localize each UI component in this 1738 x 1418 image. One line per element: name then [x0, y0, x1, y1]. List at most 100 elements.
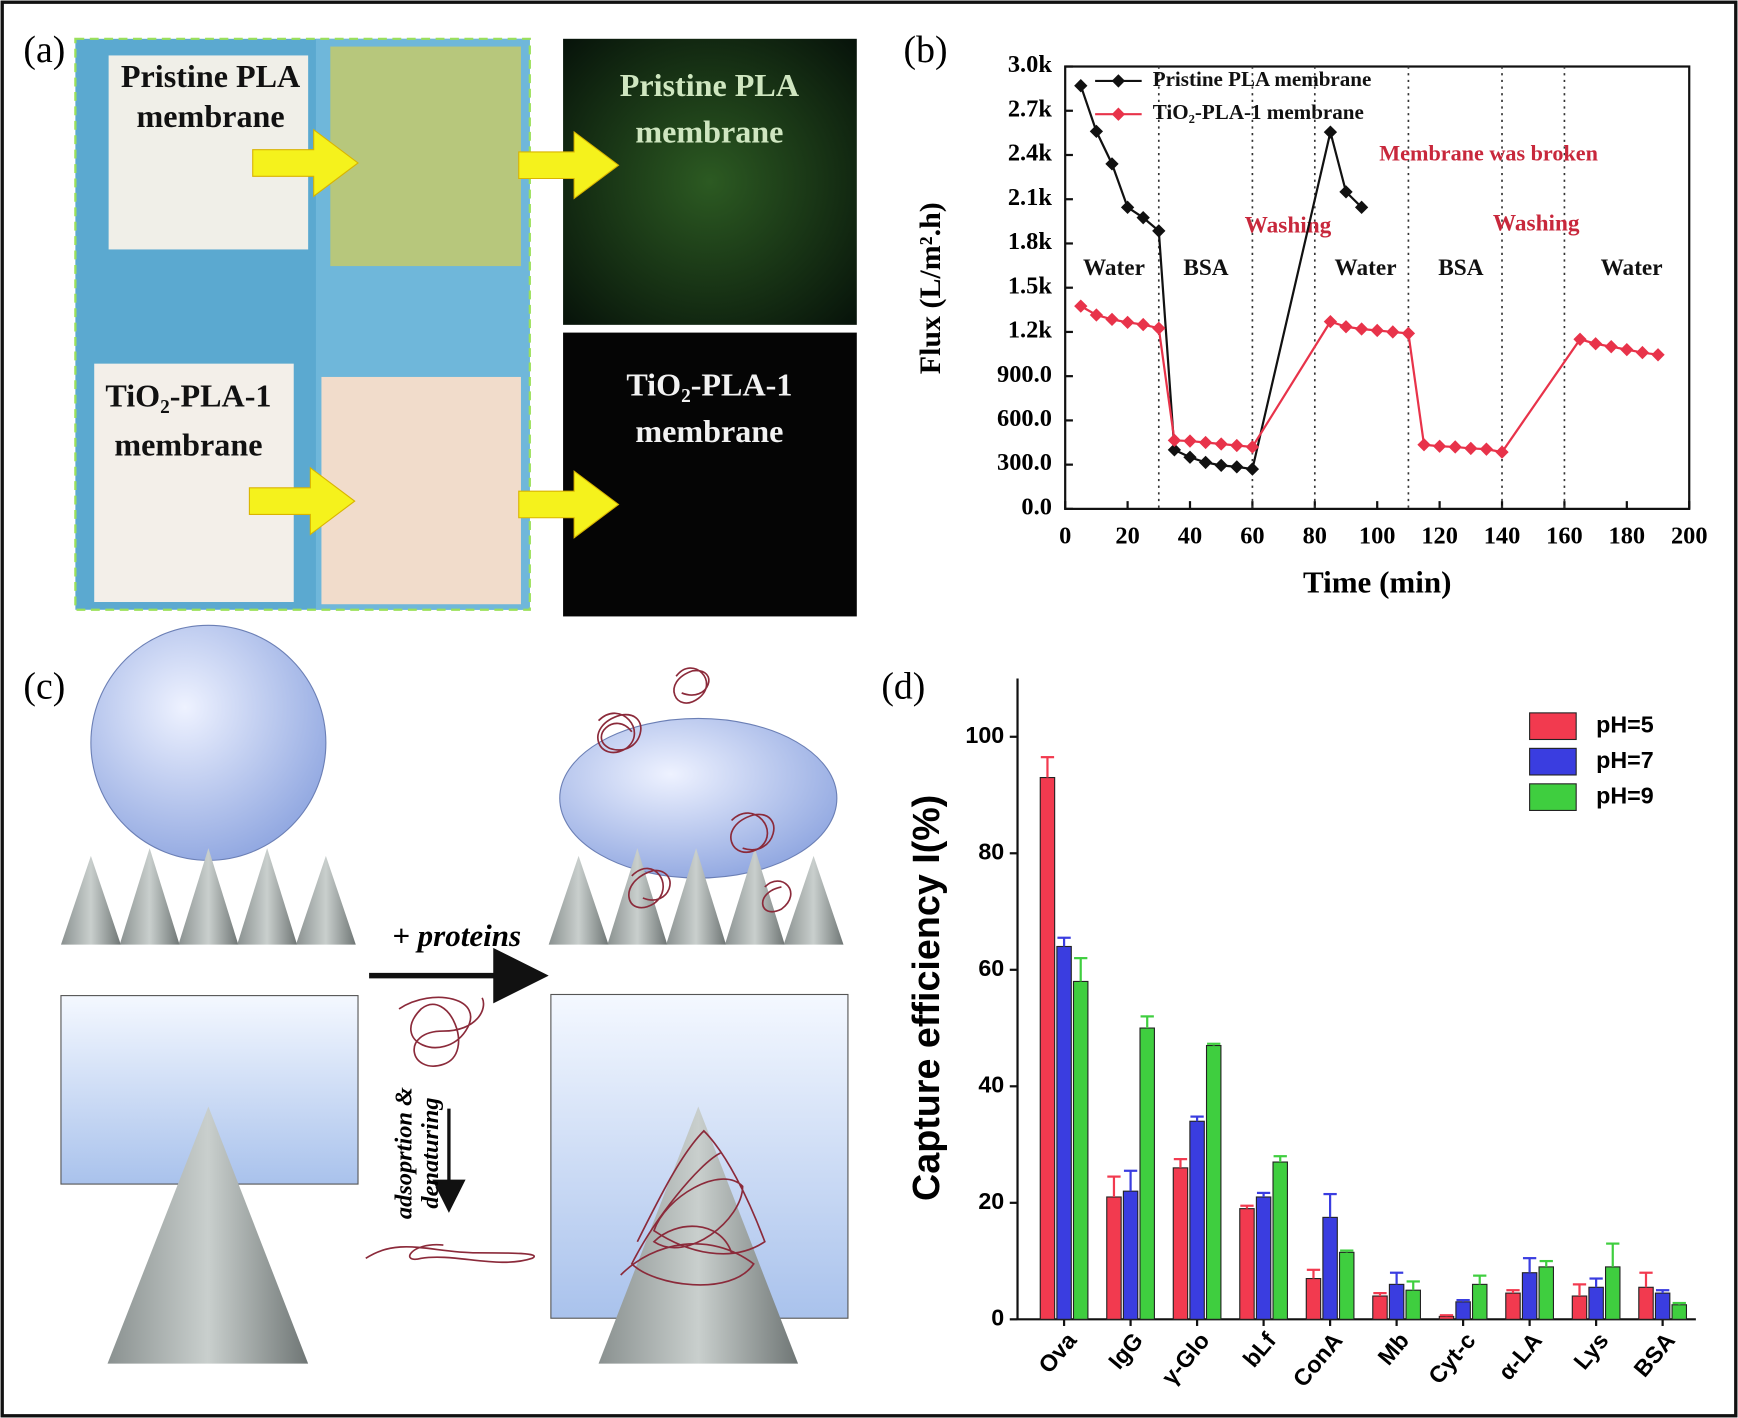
data-point [1120, 200, 1135, 214]
data-point [1152, 224, 1166, 238]
error-bar [1572, 1283, 1587, 1297]
x-axis-label: Time (min) [1303, 565, 1451, 600]
micrograph-label: membrane [635, 114, 783, 150]
panel-label: (d) [881, 665, 925, 707]
data-point [1074, 299, 1088, 313]
flux-chart: 0 20 40 60 80 100 120 140 160 180 200 0.0 300.0 600.0… [914, 51, 1707, 599]
bar [1239, 1208, 1255, 1320]
data-point [1479, 442, 1494, 456]
y-tick-label: 2.4k [1008, 140, 1052, 167]
y-tick-label: 80 [978, 838, 1004, 864]
phase-label: Water [1601, 255, 1663, 281]
data-point [1339, 185, 1353, 199]
bar [1455, 1301, 1471, 1320]
x-tick-label: 120 [1421, 522, 1458, 549]
bar [1671, 1304, 1688, 1320]
y-tick-label: 600.0 [997, 405, 1052, 432]
y-tick-label: 900.0 [997, 361, 1052, 388]
phase-label: Washing [1245, 213, 1332, 239]
error-bar [1473, 1274, 1487, 1285]
bar [1056, 945, 1072, 1320]
micrograph-label: Pristine PLA [620, 67, 799, 103]
phase-label: BSA [1438, 255, 1483, 281]
phase-label: Water [1083, 255, 1145, 281]
bar [1405, 1289, 1421, 1320]
micrograph [563, 38, 857, 325]
error-bar [1207, 1042, 1221, 1046]
error-bar [1389, 1271, 1404, 1285]
x-tick-label: 200 [1671, 522, 1708, 549]
micrograph-label: membrane [635, 413, 783, 449]
y-tick-label: 0 [991, 1304, 1004, 1330]
phase-label: Membrane was broken [1379, 140, 1598, 165]
error-bar [1539, 1259, 1553, 1267]
membrane-sample [94, 363, 294, 603]
legend-label: TiO₂-PLA-1 membrane [1153, 100, 1364, 124]
legend-label: pH=5 [1596, 711, 1654, 737]
diagram-panel: + proteins adsoprtion & denaturing [60, 624, 849, 1364]
data-point [1495, 445, 1509, 459]
photo-border [74, 37, 531, 611]
y-tick-label: 20 [978, 1188, 1004, 1214]
phase-label: Washing [1493, 210, 1580, 236]
error-bar [1456, 1298, 1470, 1302]
panel-label: (a) [23, 29, 65, 71]
legend-label: pH=9 [1596, 782, 1654, 808]
error-bar [1439, 1314, 1454, 1317]
x-tick-label: 0 [1059, 522, 1071, 549]
y-axis-label: Flux (L/m².h) [914, 202, 947, 374]
bar [1272, 1161, 1288, 1320]
micrograph-label: TiO₂-PLA-1 [626, 366, 792, 402]
error-bar [1074, 957, 1088, 982]
sample-label: membrane [137, 98, 285, 134]
bar [1588, 1286, 1604, 1320]
error-bar [1240, 1204, 1254, 1209]
membrane-sample [330, 46, 521, 267]
process-label: denaturing [417, 1097, 444, 1208]
legend-label: pH=7 [1596, 747, 1654, 773]
error-bar [1340, 1249, 1354, 1253]
bar [1039, 776, 1056, 1320]
bar [1322, 1216, 1338, 1320]
data-point [1198, 455, 1213, 470]
bar [1338, 1251, 1355, 1320]
bar [1189, 1120, 1205, 1320]
error-bar [1123, 1169, 1138, 1192]
protein-chains [365, 667, 792, 1286]
bar [1571, 1295, 1588, 1320]
phase-label: BSA [1183, 255, 1228, 281]
bar [1471, 1283, 1488, 1320]
y-tick-label: 100 [965, 722, 1004, 748]
y-tick-label: 2.7k [1008, 95, 1052, 122]
error-bar [1323, 1192, 1337, 1218]
bar [1172, 1167, 1189, 1320]
error-bar [1373, 1292, 1387, 1297]
data-point [1089, 124, 1104, 139]
bar [1604, 1266, 1621, 1320]
spike [598, 1106, 799, 1364]
error-bar [1406, 1280, 1420, 1291]
photo-panel: Pristine PLA membrane TiO₂-PLA-1 membran… [74, 37, 857, 617]
bar [1372, 1295, 1388, 1320]
x-tick-label: 100 [1359, 522, 1396, 549]
bar [1106, 1196, 1122, 1320]
x-tick-label: 80 [1303, 522, 1327, 549]
error-bar [1107, 1175, 1121, 1197]
error-bar [1306, 1268, 1321, 1279]
y-tick-label: 1.5k [1008, 272, 1052, 299]
error-bar [1506, 1289, 1520, 1294]
bar [1072, 980, 1089, 1320]
bar [1438, 1315, 1455, 1320]
sample-label: membrane [114, 426, 262, 462]
data-point [1386, 325, 1400, 339]
error-bar [1256, 1191, 1271, 1197]
droplet [90, 624, 327, 861]
data-point [1089, 308, 1104, 322]
sample-label: Pristine PLA [121, 58, 300, 94]
error-bar [1522, 1257, 1537, 1273]
x-tick-label: 60 [1240, 522, 1264, 549]
data-point [1354, 322, 1369, 336]
bar [1139, 1027, 1155, 1320]
error-bar [1173, 1158, 1188, 1168]
